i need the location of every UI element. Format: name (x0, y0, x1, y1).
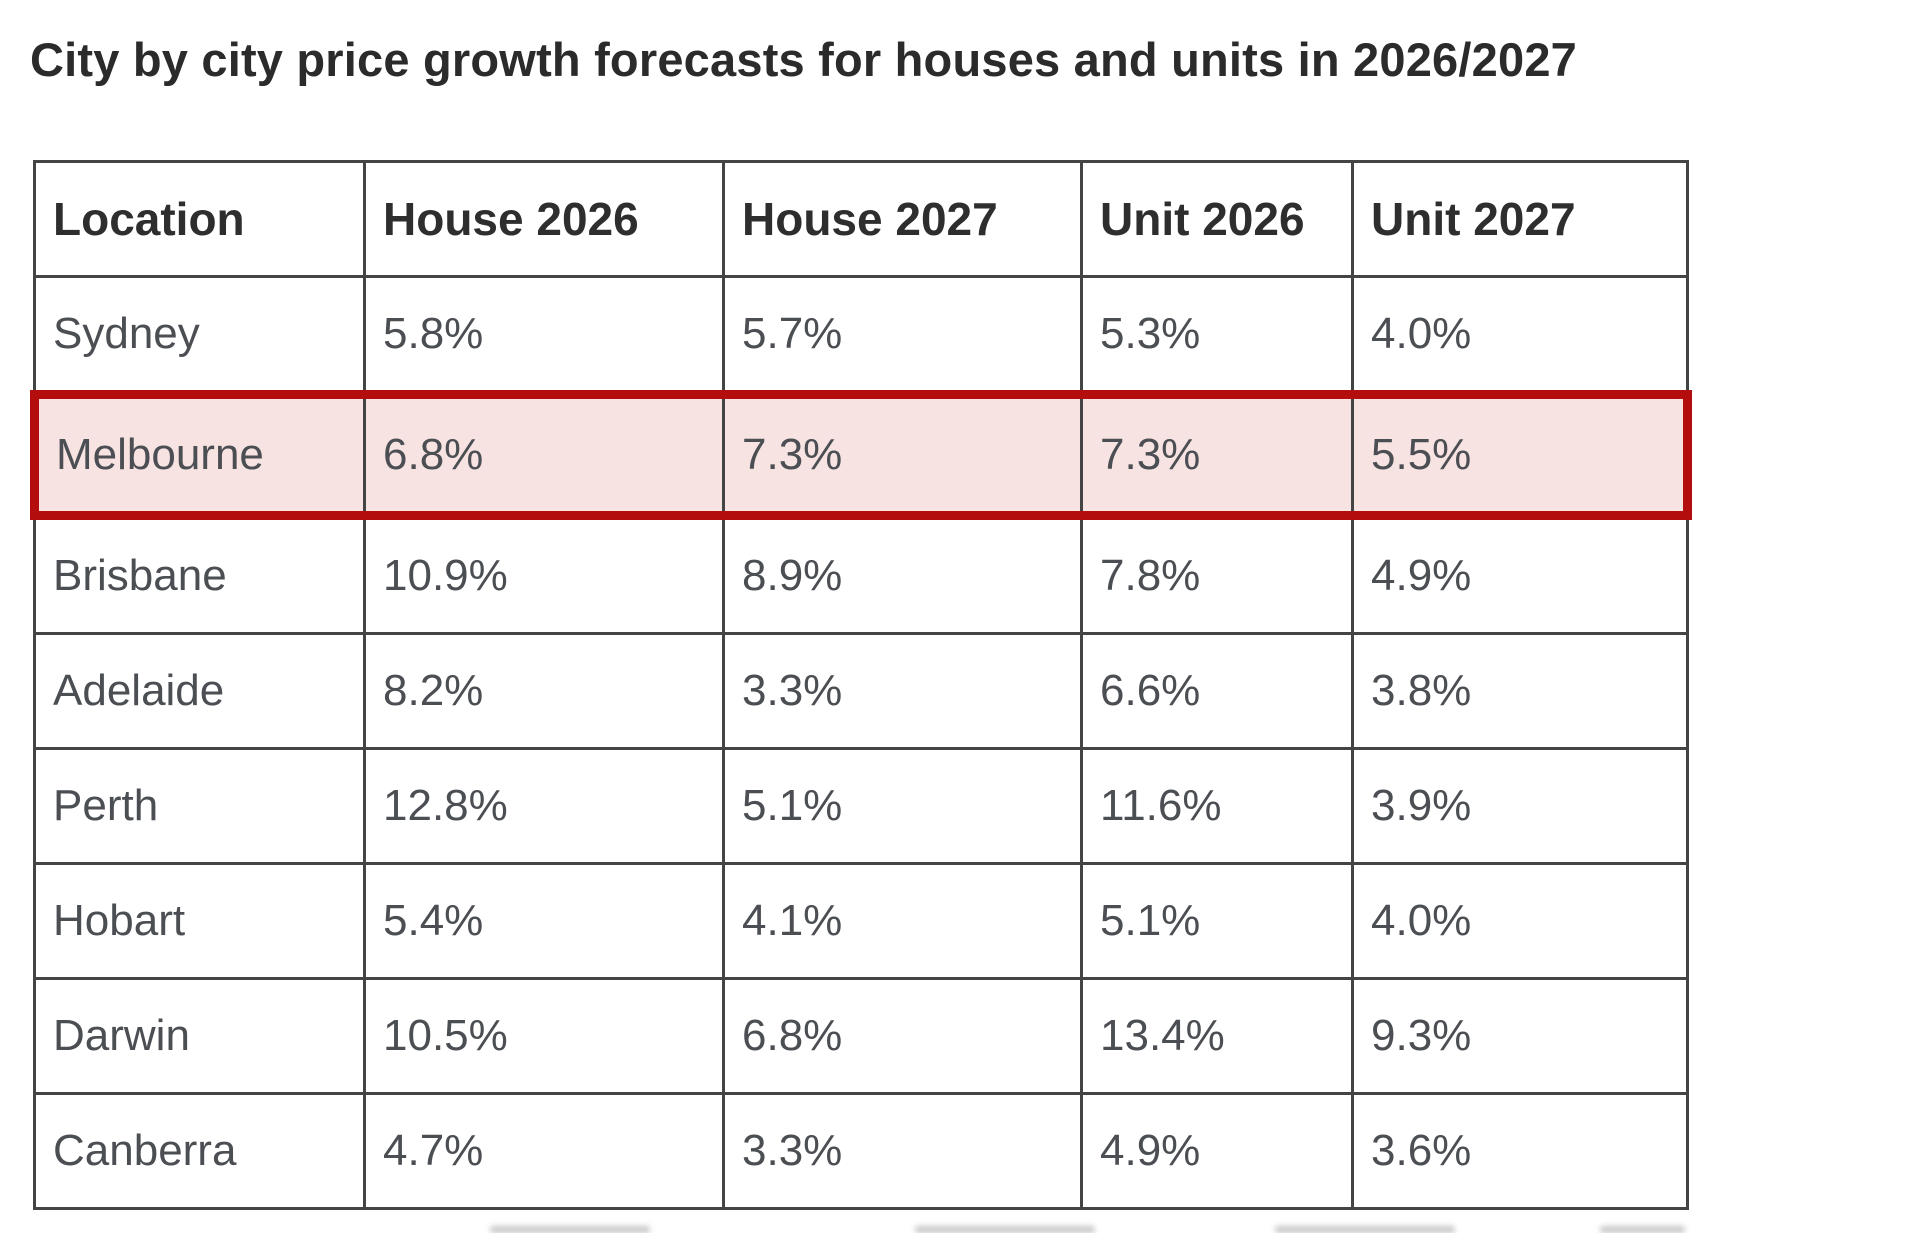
cutoff-text-fragment (1600, 1226, 1685, 1233)
location-cell: Perth (33, 747, 366, 865)
forecast-table: Location House 2026 House 2027 Unit 2026 Uni… (30, 160, 1692, 1210)
value-cell: 5.3% (1080, 275, 1354, 396)
value-cell: 3.3% (722, 1092, 1083, 1210)
value-cell: 6.8% (722, 977, 1083, 1095)
value-cell: 3.3% (722, 632, 1083, 750)
table-body: Sydney 5.8% 5.7% 5.3% 4.0% Melbourne 6.8% 7.3% 7… (30, 275, 1692, 1210)
value-cell: 5.1% (1080, 862, 1354, 980)
value-cell: 11.6% (1080, 747, 1354, 865)
table-row-canberra: Canberra 4.7% 3.3% 4.9% 3.6% (33, 1092, 1689, 1210)
value-cell: 12.8% (363, 747, 725, 865)
value-cell: 8.9% (722, 514, 1083, 635)
value-cell: 10.9% (363, 514, 725, 635)
table-row-adelaide: Adelaide 8.2% 3.3% 6.6% 3.8% (33, 632, 1689, 750)
column-header-location: Location (33, 160, 366, 278)
value-cell: 3.6% (1351, 1092, 1689, 1210)
value-cell: 5.1% (722, 747, 1083, 865)
value-cell: 10.5% (363, 977, 725, 1095)
location-cell: Sydney (33, 275, 366, 396)
value-cell: 13.4% (1080, 977, 1354, 1095)
cutoff-text-fragment (1275, 1226, 1455, 1233)
value-cell: 7.3% (1080, 390, 1354, 520)
value-cell: 4.7% (363, 1092, 725, 1210)
value-cell: 5.7% (722, 275, 1083, 396)
value-cell: 8.2% (363, 632, 725, 750)
value-cell: 6.6% (1080, 632, 1354, 750)
value-cell: 7.3% (722, 390, 1083, 520)
value-cell: 5.8% (363, 275, 725, 396)
location-cell: Adelaide (33, 632, 366, 750)
value-cell: 4.1% (722, 862, 1083, 980)
table-row-melbourne: Melbourne 6.8% 7.3% 7.3% 5.5% (30, 390, 1692, 520)
column-header-unit-2026: Unit 2026 (1080, 160, 1354, 278)
column-header-house-2026: House 2026 (363, 160, 725, 278)
value-cell: 4.9% (1080, 1092, 1354, 1210)
cutoff-text-fragment (915, 1226, 1095, 1233)
table-row-sydney: Sydney 5.8% 5.7% 5.3% 4.0% (33, 275, 1689, 396)
value-cell: 4.0% (1351, 275, 1689, 396)
value-cell: 4.9% (1351, 514, 1689, 635)
page-title: City by city price growth forecasts for … (30, 33, 1577, 86)
value-cell: 7.8% (1080, 514, 1354, 635)
location-cell: Canberra (33, 1092, 366, 1210)
value-cell: 5.4% (363, 862, 725, 980)
location-cell: Darwin (33, 977, 366, 1095)
location-cell: Melbourne (30, 390, 366, 520)
value-cell: 6.8% (363, 390, 725, 520)
table-row-perth: Perth 12.8% 5.1% 11.6% 3.9% (33, 747, 1689, 865)
table-row-darwin: Darwin 10.5% 6.8% 13.4% 9.3% (33, 977, 1689, 1095)
value-cell: 4.0% (1351, 862, 1689, 980)
value-cell: 3.9% (1351, 747, 1689, 865)
table-row-hobart: Hobart 5.4% 4.1% 5.1% 4.0% (33, 862, 1689, 980)
location-cell: Brisbane (33, 514, 366, 635)
location-cell: Hobart (33, 862, 366, 980)
value-cell: 3.8% (1351, 632, 1689, 750)
cutoff-text-fragment (490, 1226, 650, 1233)
column-header-house-2027: House 2027 (722, 160, 1083, 278)
table-row-brisbane: Brisbane 10.9% 8.9% 7.8% 4.9% (33, 514, 1689, 635)
value-cell: 9.3% (1351, 977, 1689, 1095)
column-header-unit-2027: Unit 2027 (1351, 160, 1689, 278)
header-row: Location House 2026 House 2027 Unit 2026 Uni… (33, 160, 1689, 278)
value-cell: 5.5% (1351, 390, 1692, 520)
